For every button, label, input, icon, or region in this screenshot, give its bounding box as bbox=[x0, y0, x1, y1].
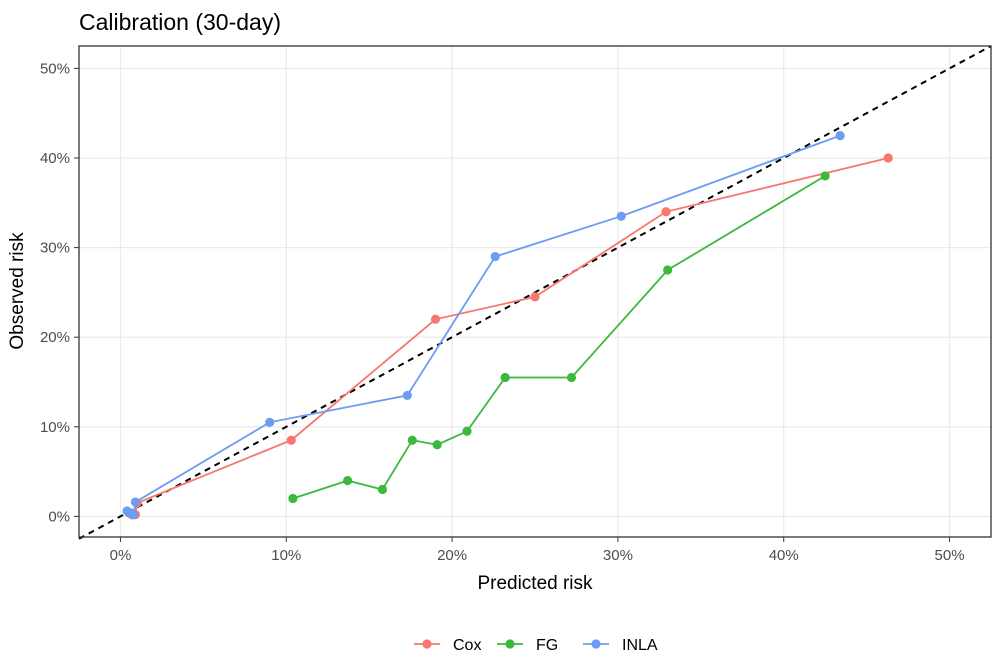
panel-border bbox=[78, 45, 992, 538]
x-tick-label: 50% bbox=[935, 547, 965, 564]
data-point bbox=[130, 497, 140, 507]
grid bbox=[79, 46, 991, 537]
y-tick-label: 0% bbox=[48, 508, 70, 525]
data-point bbox=[661, 207, 671, 217]
legend-item-inla: INLA bbox=[583, 637, 658, 654]
y-tick-label: 30% bbox=[40, 240, 70, 257]
legend-key-point bbox=[422, 639, 432, 649]
x-tick-label: 40% bbox=[769, 547, 799, 564]
chart-title: Calibration (30-day) bbox=[79, 9, 281, 35]
x-axis: 0% 10% 20% 30% 40% 50% bbox=[110, 537, 965, 564]
y-tick-label: 50% bbox=[40, 60, 70, 77]
data-point bbox=[490, 251, 500, 262]
data-point bbox=[663, 265, 673, 275]
data-point bbox=[129, 510, 139, 520]
series-inla bbox=[122, 130, 845, 520]
x-tick-label: 30% bbox=[603, 547, 633, 564]
data-point bbox=[377, 484, 388, 495]
data-point bbox=[835, 130, 845, 141]
series-cox bbox=[124, 153, 893, 520]
data-point bbox=[402, 390, 412, 401]
data-point bbox=[566, 372, 577, 383]
legend-label: FG bbox=[536, 637, 558, 654]
data-point bbox=[343, 475, 353, 486]
data-point bbox=[265, 417, 275, 427]
y-axis: 0% 10% 20% 30% 40% 50% bbox=[40, 60, 79, 525]
data-point bbox=[500, 372, 510, 383]
series-layer bbox=[122, 130, 893, 520]
series-line bbox=[126, 134, 841, 516]
legend-item-cox: Cox bbox=[414, 637, 481, 654]
legend-label: INLA bbox=[622, 637, 658, 654]
legend-key-point bbox=[505, 639, 515, 649]
data-point bbox=[462, 426, 472, 436]
data-point bbox=[820, 171, 830, 181]
data-point bbox=[616, 211, 626, 221]
x-tick-label: 0% bbox=[110, 547, 132, 564]
data-point bbox=[288, 493, 298, 504]
x-axis-title: Predicted risk bbox=[477, 573, 593, 594]
y-axis-title: Observed risk bbox=[7, 232, 28, 350]
legend: Cox FG INLA bbox=[414, 637, 658, 654]
data-point bbox=[430, 314, 441, 324]
x-tick-label: 20% bbox=[437, 547, 467, 564]
x-tick-label: 10% bbox=[271, 547, 301, 564]
data-point bbox=[407, 435, 417, 445]
legend-item-fg: FG bbox=[497, 637, 558, 654]
data-point bbox=[286, 435, 296, 445]
series-line bbox=[292, 175, 826, 500]
y-tick-label: 20% bbox=[40, 329, 70, 346]
legend-key-point bbox=[591, 639, 601, 649]
series-fg bbox=[288, 171, 830, 504]
y-tick-label: 40% bbox=[40, 150, 70, 167]
series-line bbox=[128, 157, 889, 516]
legend-label: Cox bbox=[453, 637, 481, 654]
data-point bbox=[530, 292, 540, 302]
y-tick-label: 10% bbox=[40, 419, 70, 436]
data-point bbox=[883, 153, 893, 163]
data-point bbox=[432, 440, 442, 450]
